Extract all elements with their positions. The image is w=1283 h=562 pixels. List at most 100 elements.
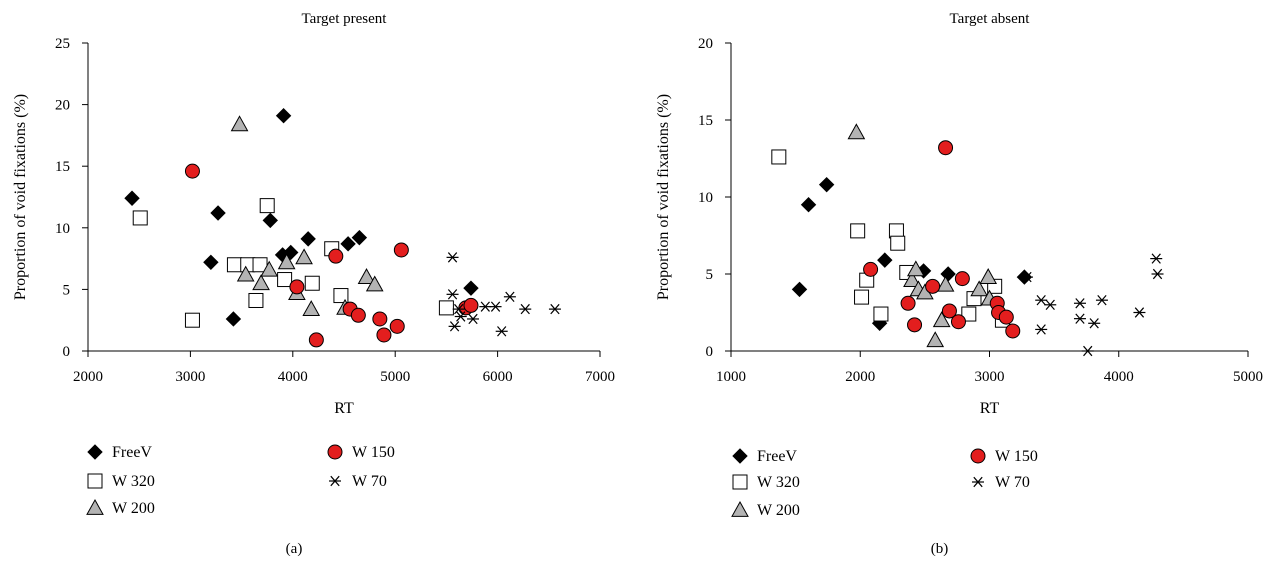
triangle-marker (979, 268, 998, 284)
y-tick-label: 15 (698, 113, 713, 129)
data-point (351, 229, 368, 246)
triangle-marker (357, 268, 376, 284)
diamond-marker (203, 254, 219, 271)
data-point (503, 291, 516, 302)
circle-marker (328, 248, 344, 264)
diamond-marker (791, 281, 808, 298)
triangle-marker (236, 265, 255, 282)
data-point (1073, 313, 1086, 324)
data-point (800, 196, 817, 213)
data-point (791, 281, 808, 298)
y-tick-label: 20 (55, 98, 70, 114)
data-point (289, 279, 305, 295)
data-point (940, 266, 956, 282)
triangle-marker (277, 253, 296, 270)
y-tick-label: 0 (63, 344, 71, 360)
data-point (210, 205, 226, 221)
square-marker (961, 306, 977, 322)
square-marker (873, 306, 889, 322)
circle-marker (925, 278, 941, 294)
legend-item-freev: FreeV (732, 448, 797, 465)
triangle-marker (903, 271, 921, 288)
circle-marker (376, 327, 392, 343)
diamond-marker (351, 229, 368, 246)
asterisk-stroke (447, 252, 458, 263)
square-marker (304, 275, 320, 291)
circle-marker (308, 332, 324, 348)
asterisk-stroke (505, 291, 515, 302)
x-axis-label: RT (980, 400, 1000, 417)
data-point (302, 300, 321, 317)
legend-marker (972, 476, 984, 488)
asterisk-stroke (490, 301, 501, 312)
circle-marker (941, 303, 957, 319)
data-point (1081, 345, 1094, 357)
asterisk-stroke (1151, 253, 1161, 264)
asterisk-stroke (1152, 268, 1163, 280)
data-point (890, 235, 906, 251)
data-point (998, 309, 1014, 325)
triangle-marker (252, 274, 270, 291)
x-tick-label: 1000 (716, 369, 746, 385)
triangle-marker (260, 260, 279, 277)
square-marker (87, 473, 103, 489)
data-point (1044, 299, 1057, 310)
asterisk-stroke (447, 289, 458, 300)
data-point (357, 268, 376, 284)
series-w-200 (847, 123, 999, 348)
data-point (1088, 318, 1101, 329)
data-point (300, 231, 316, 247)
x-tick-label: 7000 (585, 369, 615, 385)
data-point (365, 275, 384, 292)
x-tick-label: 6000 (483, 369, 513, 385)
data-point (184, 312, 200, 328)
legend-item-freev: FreeV (87, 444, 152, 461)
data-point (277, 272, 293, 288)
x-tick-label: 4000 (1104, 369, 1134, 385)
data-point (900, 295, 916, 311)
data-point (979, 268, 998, 284)
chart-title: Target present (302, 11, 388, 27)
x-tick-label: 5000 (1233, 369, 1263, 385)
x-tick-label: 5000 (380, 369, 410, 385)
data-point (489, 301, 502, 312)
y-tick-label: 20 (698, 36, 713, 52)
legend-label: W 200 (112, 500, 155, 517)
data-point (877, 252, 893, 268)
series-w-70 (1020, 253, 1164, 357)
asterisk-stroke (454, 303, 464, 315)
data-point (277, 253, 296, 270)
legend-item-w-70: W 70 (329, 473, 387, 490)
data-point (873, 306, 889, 322)
data-point (847, 123, 866, 140)
series-freev (124, 107, 479, 327)
legend-marker (329, 475, 341, 487)
legend-item-w-70: W 70 (972, 474, 1030, 491)
data-point (936, 275, 955, 292)
legend-label: W 150 (995, 448, 1038, 465)
data-point (230, 115, 249, 132)
chart-panel-b: Target absent 1000 2000 3000 4000 5000 0 5 10 15 2… (655, 11, 1263, 557)
asterisk-stroke (497, 326, 507, 337)
panel-label: (a) (286, 541, 303, 557)
legend-marker (732, 474, 748, 490)
data-point (393, 242, 409, 258)
data-point (376, 327, 392, 343)
data-point (225, 311, 242, 327)
square-marker (890, 235, 906, 251)
data-point (926, 331, 945, 348)
legend-item-w-200: W 200 (731, 500, 800, 519)
data-point (252, 274, 270, 291)
x-axis-label: RT (334, 400, 354, 417)
legend: FreeV W 150 W 320 W 70 W 200 (86, 444, 395, 517)
legend-marker (87, 444, 103, 460)
data-point (1133, 307, 1146, 318)
diamond-marker (877, 252, 893, 268)
diamond-marker (225, 311, 242, 327)
square-marker (277, 272, 293, 288)
data-point (333, 288, 349, 304)
circle-marker (907, 317, 923, 333)
triangle-marker (936, 275, 955, 292)
triangle-marker (932, 311, 951, 328)
data-point (184, 163, 200, 179)
